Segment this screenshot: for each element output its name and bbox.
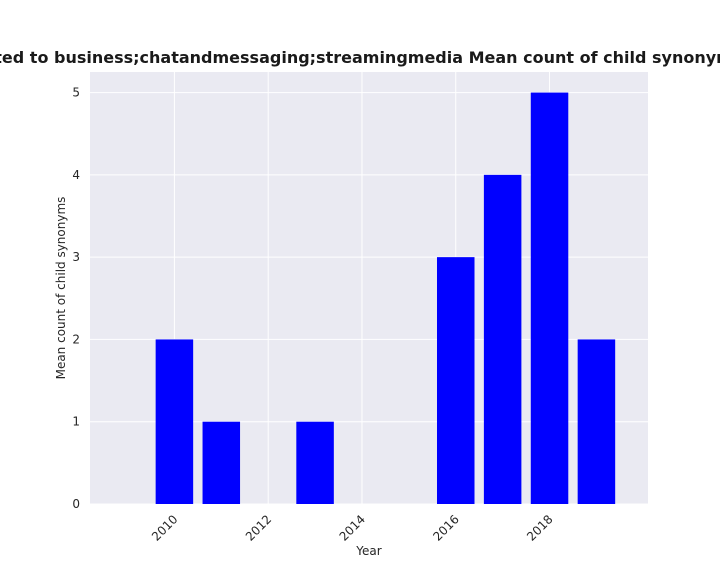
bar-2010 xyxy=(155,339,194,504)
bar-2018 xyxy=(530,92,569,505)
bar-2019 xyxy=(577,339,616,504)
chart-title: e related to business;chatandmessaging;s… xyxy=(0,48,720,67)
bar-2011 xyxy=(202,421,241,504)
x-tick-label: 2016 xyxy=(430,512,461,543)
x-tick-labels: 2010 2012 2014 2016 2018 xyxy=(149,512,556,543)
x-tick-label: 2014 xyxy=(337,512,368,543)
y-tick-label: 1 xyxy=(72,415,80,429)
x-tick-label: 2018 xyxy=(524,512,555,543)
y-tick-label: 2 xyxy=(72,332,80,346)
bar-2013 xyxy=(296,421,334,504)
x-tick-label: 2012 xyxy=(243,512,274,543)
y-tick-label: 5 xyxy=(72,86,80,100)
y-tick-label: 4 xyxy=(72,168,80,182)
bar-2017 xyxy=(483,174,522,504)
bars xyxy=(155,92,616,505)
y-tick-label: 3 xyxy=(72,250,80,264)
y-tick-label: 0 xyxy=(72,497,80,511)
y-tick-labels: 0 1 2 3 4 5 xyxy=(72,86,80,511)
y-axis-label: Mean count of child synonyms xyxy=(54,197,68,380)
bar-2016 xyxy=(436,257,475,504)
x-tick-label: 2010 xyxy=(149,512,180,543)
x-axis-label: Year xyxy=(355,544,381,558)
